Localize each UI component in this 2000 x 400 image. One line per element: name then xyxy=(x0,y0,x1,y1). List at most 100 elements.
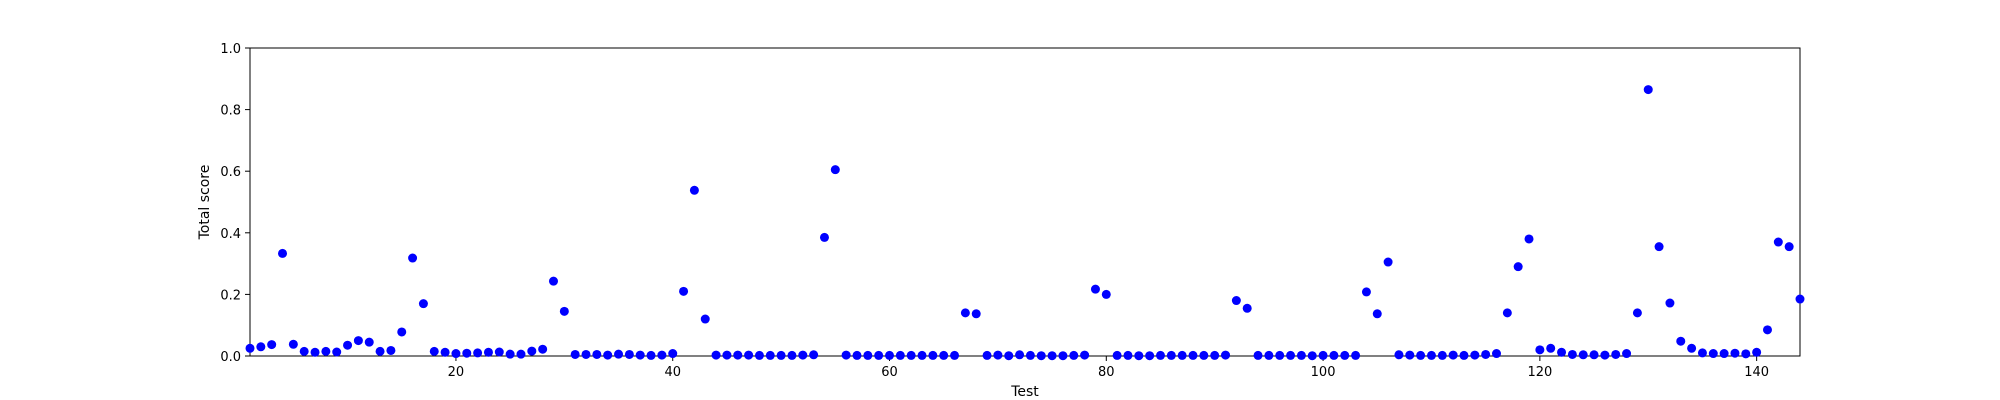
data-point xyxy=(1535,345,1545,355)
y-tick-label: 0.8 xyxy=(220,104,241,119)
data-point xyxy=(1188,350,1198,360)
data-point xyxy=(1481,349,1491,359)
data-point xyxy=(1762,325,1772,335)
data-point xyxy=(1730,348,1740,358)
data-point xyxy=(473,348,483,358)
data-point xyxy=(1145,351,1155,361)
data-point xyxy=(386,345,396,355)
data-point xyxy=(1567,349,1577,359)
data-point xyxy=(408,253,418,263)
data-point xyxy=(852,350,862,360)
data-point xyxy=(451,349,461,359)
data-point xyxy=(1101,289,1111,299)
data-point xyxy=(1069,350,1079,360)
data-point xyxy=(646,350,656,360)
data-point xyxy=(548,276,558,286)
data-point xyxy=(614,349,624,359)
data-point xyxy=(1253,350,1263,360)
y-tick-label: 0.2 xyxy=(220,288,241,303)
data-point xyxy=(1654,242,1664,252)
data-point xyxy=(1307,351,1317,361)
y-axis: 0.0 0.2 0.4 0.6 0.8 1.0 xyxy=(220,42,250,365)
data-point xyxy=(776,350,786,360)
data-point xyxy=(1546,343,1556,353)
data-point xyxy=(744,350,754,360)
data-point xyxy=(982,350,992,360)
data-point xyxy=(993,350,1003,360)
data-point xyxy=(1524,234,1534,244)
data-point xyxy=(1405,350,1415,360)
x-tick-label: 40 xyxy=(664,365,681,380)
y-axis-label: Total score xyxy=(197,165,213,241)
data-point xyxy=(1112,350,1122,360)
data-point xyxy=(1784,242,1794,252)
data-point xyxy=(494,347,504,357)
data-point xyxy=(1632,308,1642,318)
x-axis-label: Test xyxy=(1010,384,1039,400)
data-point xyxy=(950,350,960,360)
data-point xyxy=(1221,350,1231,360)
data-point xyxy=(343,340,353,350)
data-point xyxy=(939,350,949,360)
data-point xyxy=(418,299,428,309)
data-point xyxy=(1155,350,1165,360)
data-point xyxy=(1340,350,1350,360)
data-point xyxy=(1513,262,1523,272)
data-point xyxy=(754,350,764,360)
data-point xyxy=(917,350,927,360)
x-tick-label: 140 xyxy=(1744,365,1769,380)
data-point xyxy=(1741,349,1751,359)
data-point xyxy=(1687,343,1697,353)
data-point xyxy=(1210,350,1220,360)
data-point xyxy=(1231,296,1241,306)
data-point xyxy=(245,343,255,353)
data-point xyxy=(310,347,320,357)
data-point xyxy=(375,346,385,356)
y-tick-label: 0.0 xyxy=(220,350,241,365)
data-point xyxy=(895,350,905,360)
data-point xyxy=(1242,303,1252,313)
data-point xyxy=(581,349,591,359)
data-point xyxy=(1589,350,1599,360)
data-point xyxy=(841,350,851,360)
data-point xyxy=(1470,350,1480,360)
data-point xyxy=(1199,350,1209,360)
data-point xyxy=(1719,349,1729,359)
data-point xyxy=(1286,350,1296,360)
data-point xyxy=(1166,350,1176,360)
data-point xyxy=(1004,351,1014,361)
data-point xyxy=(787,350,797,360)
data-point xyxy=(1025,350,1035,360)
data-point xyxy=(1795,294,1805,304)
data-point xyxy=(668,349,678,359)
data-point xyxy=(1090,284,1100,294)
y-tick-label: 0.4 xyxy=(220,227,241,242)
data-point xyxy=(559,306,569,316)
data-point xyxy=(906,350,916,360)
data-point xyxy=(538,344,548,354)
data-point xyxy=(1502,308,1512,318)
data-point xyxy=(299,346,309,356)
data-point xyxy=(1557,347,1567,357)
data-point xyxy=(1578,350,1588,360)
data-points xyxy=(245,85,1805,361)
data-point xyxy=(1676,336,1686,346)
data-point xyxy=(1275,350,1285,360)
data-point xyxy=(765,350,775,360)
data-point xyxy=(364,337,374,347)
data-point xyxy=(874,350,884,360)
data-point xyxy=(1351,350,1361,360)
data-point xyxy=(1416,350,1426,360)
data-point xyxy=(1448,350,1458,360)
data-point xyxy=(1773,237,1783,247)
data-point xyxy=(483,347,493,357)
data-point xyxy=(960,308,970,318)
data-point xyxy=(278,248,288,258)
data-point xyxy=(1177,350,1187,360)
data-point xyxy=(603,350,613,360)
data-point xyxy=(1264,350,1274,360)
data-point xyxy=(635,350,645,360)
data-point xyxy=(592,349,602,359)
data-point xyxy=(570,349,580,359)
